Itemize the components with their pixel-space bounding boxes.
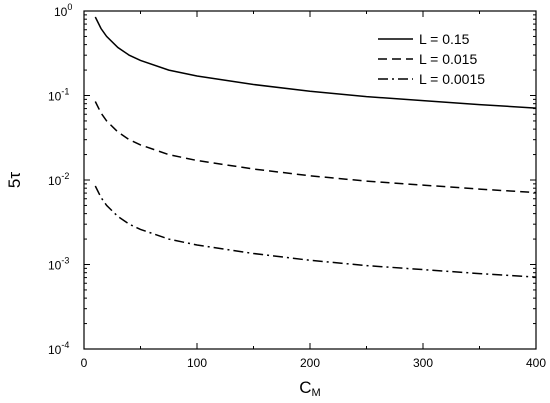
x-tick-label: 200 xyxy=(300,356,320,370)
x-tick-labels: 0 100 200 300 400 xyxy=(81,356,547,370)
y-tick-label: 100 xyxy=(54,2,72,19)
x-tick-label: 300 xyxy=(413,356,433,370)
y-tick-label: 10-3 xyxy=(48,256,69,273)
series-layer xyxy=(94,16,537,278)
y-tick-label-base: 10 xyxy=(48,174,62,188)
legend-label: L = 0.15 xyxy=(419,31,470,47)
x-tick-label: 400 xyxy=(526,356,546,370)
y-tick-label: 10-2 xyxy=(48,171,69,188)
y-tick-label-exp: 0 xyxy=(67,2,72,12)
legend-label: L = 0.015 xyxy=(419,51,477,67)
x-tick-label: 0 xyxy=(81,356,88,370)
y-tick-label-base: 10 xyxy=(48,343,62,357)
y-tick-label-base: 10 xyxy=(48,259,62,273)
legend-label: L = 0.0015 xyxy=(419,71,485,87)
legend: L = 0.15 L = 0.015 L = 0.0015 xyxy=(378,31,485,87)
y-tick-label-exp: -3 xyxy=(61,256,69,266)
series-line-1 xyxy=(94,16,537,109)
axis-ticks xyxy=(83,10,537,350)
series-line-2 xyxy=(94,101,537,194)
y-tick-label-exp: -4 xyxy=(61,340,69,350)
y-tick-label-base: 10 xyxy=(54,5,68,19)
y-tick-label: 10-4 xyxy=(48,340,69,357)
x-tick-label: 100 xyxy=(187,356,207,370)
x-axis-title-sub: M xyxy=(312,387,321,399)
y-axis-title: 5τ xyxy=(5,172,24,188)
y-tick-label-base: 10 xyxy=(48,90,62,104)
x-axis-title-main: C xyxy=(299,378,311,397)
x-axis-title: CM xyxy=(299,378,320,399)
y-tick-label: 10-1 xyxy=(48,87,69,104)
y-tick-label-exp: -1 xyxy=(61,87,69,97)
series-line-3 xyxy=(94,185,537,278)
y-tick-label-exp: -2 xyxy=(61,171,69,181)
